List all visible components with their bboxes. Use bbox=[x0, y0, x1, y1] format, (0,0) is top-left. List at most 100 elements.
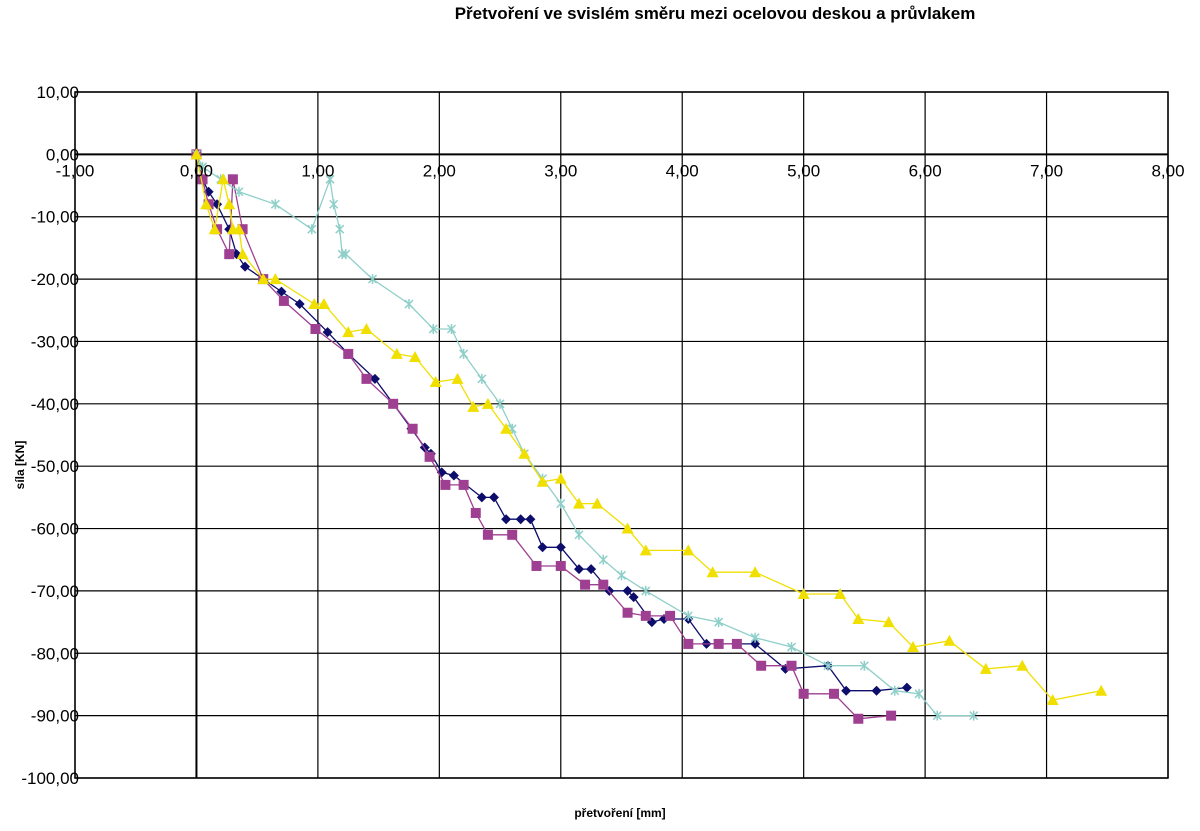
x-tick-label: 5,00 bbox=[787, 161, 820, 180]
series-4-point bbox=[481, 397, 494, 409]
series-2-point bbox=[237, 224, 248, 235]
series-4-point bbox=[308, 298, 321, 310]
series-1-point bbox=[501, 514, 512, 525]
series-2-line bbox=[195, 154, 892, 720]
series-3-point bbox=[683, 610, 693, 621]
series-4-point bbox=[536, 475, 549, 487]
series-3-point bbox=[307, 224, 317, 235]
series-4-point bbox=[797, 588, 810, 600]
series-4-point bbox=[706, 566, 719, 578]
series-2-point bbox=[343, 348, 354, 359]
series-3-point bbox=[428, 323, 438, 334]
series-2-point bbox=[598, 579, 609, 590]
series-4-point bbox=[317, 298, 330, 310]
series-2 bbox=[191, 149, 897, 724]
series-3-point bbox=[341, 249, 351, 260]
series-1-point bbox=[525, 514, 536, 525]
series-3-point bbox=[616, 570, 627, 581]
series-group bbox=[190, 148, 1108, 724]
y-tick-label: -20,00 bbox=[31, 270, 79, 289]
series-2-point bbox=[683, 638, 694, 649]
series-2-point bbox=[786, 660, 797, 671]
series-1-point bbox=[586, 564, 597, 575]
series-1-point bbox=[901, 682, 912, 693]
series-3-point bbox=[598, 554, 608, 565]
series-1-point bbox=[240, 261, 251, 272]
series-4-point bbox=[429, 375, 442, 387]
tick-labels: -1,00 0,00 1,00 2,00 3,00 4,00 5,00 6,00 7,00 8,0… bbox=[21, 83, 1184, 788]
series-4-point bbox=[906, 641, 919, 653]
series-3-point bbox=[446, 323, 457, 334]
series-3-point bbox=[786, 642, 797, 653]
series-4-point bbox=[682, 544, 695, 556]
x-tick-label: 0,00 bbox=[180, 161, 213, 180]
series-1-point bbox=[573, 564, 584, 575]
series-4-point bbox=[232, 223, 245, 235]
series-3-point bbox=[329, 199, 339, 210]
series-1-point bbox=[212, 199, 223, 210]
series-4-point bbox=[943, 634, 956, 646]
series-2-point bbox=[798, 688, 809, 699]
series-4-point bbox=[639, 544, 652, 556]
series-3-point bbox=[556, 498, 566, 509]
series-2-point bbox=[224, 249, 235, 260]
x-tick-label: 4,00 bbox=[666, 161, 699, 180]
series-2-point bbox=[886, 710, 897, 721]
series-2-point bbox=[713, 638, 724, 649]
series-4-point bbox=[1046, 694, 1059, 706]
y-tick-label: -30,00 bbox=[31, 332, 79, 351]
series-4-point bbox=[554, 472, 567, 484]
series-4-point bbox=[591, 497, 604, 509]
series-4-point bbox=[390, 347, 403, 359]
series-4-point bbox=[621, 522, 634, 534]
series-3-point bbox=[325, 174, 335, 185]
chart-title: Přetvoření ve svislém směru mezi ocelovo… bbox=[454, 4, 976, 23]
series-4-point bbox=[500, 422, 513, 434]
series-1-point bbox=[322, 327, 333, 338]
series-1-line bbox=[195, 154, 907, 692]
x-tick-label: 2,00 bbox=[423, 161, 456, 180]
series-4-point bbox=[852, 612, 865, 624]
series-4-point bbox=[467, 400, 480, 412]
y-tick-label: 0,00 bbox=[46, 145, 79, 164]
series-2-point bbox=[388, 398, 399, 409]
series-4-point bbox=[882, 616, 895, 628]
series-2-point bbox=[278, 295, 289, 306]
series-4-point bbox=[409, 351, 422, 363]
series-3-point bbox=[459, 348, 469, 359]
series-3-point bbox=[495, 398, 505, 409]
series-3-point bbox=[404, 299, 414, 310]
series-3-point bbox=[969, 710, 979, 721]
series-1-point bbox=[476, 492, 487, 503]
series-4-point bbox=[200, 198, 213, 210]
x-tick-label: 3,00 bbox=[544, 161, 577, 180]
y-tick-label: -90,00 bbox=[31, 707, 79, 726]
x-tick-label: 1,00 bbox=[301, 161, 334, 180]
series-1-point bbox=[537, 542, 548, 553]
series-1-point bbox=[750, 638, 761, 649]
series-3-point bbox=[477, 373, 487, 384]
y-tick-label: -100,00 bbox=[21, 769, 79, 788]
series-4-point bbox=[451, 372, 464, 384]
series-2-point bbox=[458, 479, 469, 490]
series-3-point bbox=[641, 585, 651, 596]
series-3-line bbox=[195, 154, 974, 717]
series-1-point bbox=[628, 592, 639, 603]
series-2-point bbox=[580, 579, 591, 590]
series-2-point bbox=[507, 529, 518, 540]
series-1-point bbox=[369, 373, 380, 384]
series-1-point bbox=[622, 585, 633, 596]
series-1-point bbox=[871, 685, 882, 696]
series-3-point bbox=[890, 685, 900, 696]
series-3-point bbox=[823, 660, 833, 671]
y-tick-label: -40,00 bbox=[31, 395, 79, 414]
series-2-point bbox=[227, 174, 238, 185]
series-1-point bbox=[555, 542, 566, 553]
series-3-point bbox=[574, 529, 584, 540]
series-2-point bbox=[622, 607, 633, 618]
series-1-point bbox=[448, 470, 459, 481]
series-4-point bbox=[749, 566, 762, 578]
y-tick-label: -10,00 bbox=[31, 208, 79, 227]
y-tick-label: -70,00 bbox=[31, 582, 79, 601]
series-3-point bbox=[932, 710, 942, 721]
